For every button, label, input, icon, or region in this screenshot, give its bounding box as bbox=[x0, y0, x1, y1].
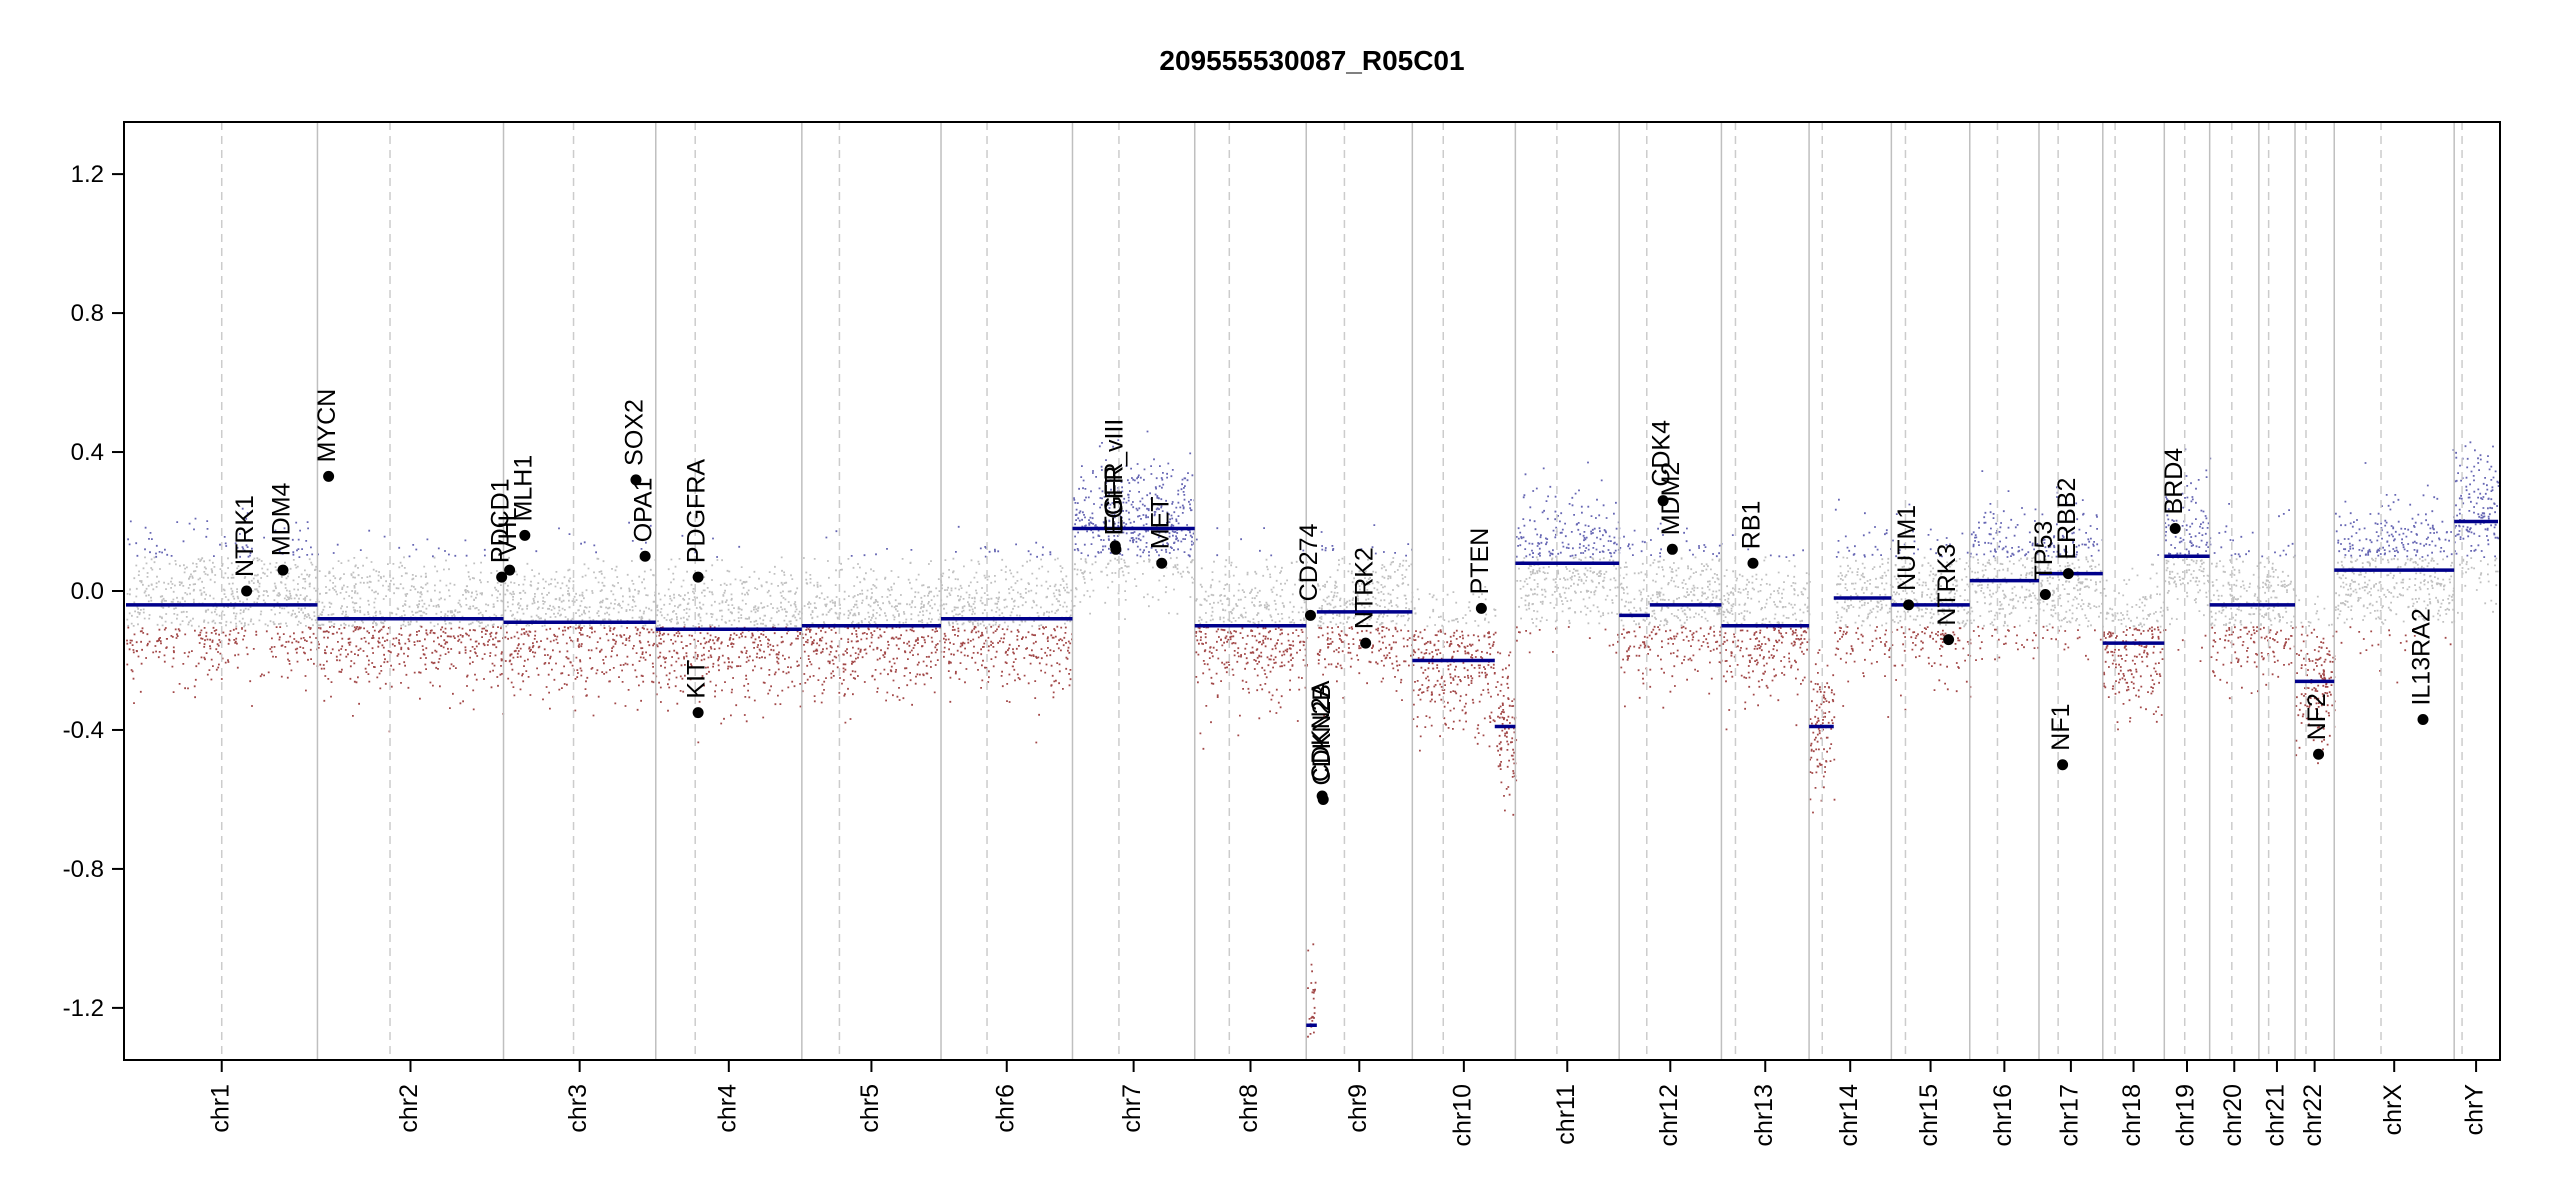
gene-point bbox=[2057, 759, 2069, 771]
gene-label: CDKN2B bbox=[1308, 684, 1336, 785]
gene-point bbox=[1317, 793, 1329, 805]
y-tick-label: -0.8 bbox=[63, 856, 104, 883]
chromosome-label: chr5 bbox=[856, 1084, 884, 1133]
chromosome-label: chr16 bbox=[1989, 1084, 2017, 1147]
gene-point bbox=[1475, 602, 1487, 614]
chart-title: 209555530087_R05C01 bbox=[1159, 45, 1464, 76]
gene-point bbox=[496, 571, 508, 583]
chromosome-label: chrY bbox=[2461, 1084, 2489, 1136]
gene-label: MDM4 bbox=[268, 482, 296, 556]
gene-point bbox=[630, 474, 642, 486]
probe-points bbox=[126, 556, 2499, 628]
chromosome-label: chr21 bbox=[2262, 1084, 2290, 1147]
gene-label: KIT bbox=[683, 660, 711, 699]
x-axis: chr1 chr2 chr3 chr4 chr5 chr6 chr7 chr8 chr9 chr1… bbox=[206, 1060, 2489, 1147]
gene-label: ERBB2 bbox=[2053, 478, 2081, 560]
y-tick-label: 0.8 bbox=[71, 300, 104, 327]
y-tick-label: 1.2 bbox=[71, 161, 104, 188]
chromosome-label: chr15 bbox=[1915, 1084, 1943, 1147]
gene-label: NTRK2 bbox=[1350, 547, 1378, 629]
gene-label: NUTM1 bbox=[1893, 505, 1921, 591]
gene-point bbox=[323, 470, 335, 482]
gene-point bbox=[1943, 634, 1955, 646]
chromosome-label: chr19 bbox=[2172, 1084, 2200, 1147]
chromosome-label: chr11 bbox=[1552, 1084, 1580, 1145]
gene-label: NF1 bbox=[2047, 703, 2075, 750]
gene-label: VHL bbox=[494, 507, 522, 556]
chromosome-label: chr9 bbox=[1344, 1084, 1372, 1133]
gene-point bbox=[2417, 714, 2429, 726]
gene-label: TP53 bbox=[2030, 521, 2058, 581]
chromosome-label: chr4 bbox=[713, 1084, 741, 1133]
gene-point bbox=[1360, 637, 1372, 649]
gene-label: NTRK1 bbox=[231, 495, 259, 577]
gene-point bbox=[1304, 609, 1316, 621]
gene-label: MYCN bbox=[313, 389, 341, 463]
chromosome-label: chr7 bbox=[1118, 1084, 1146, 1133]
gene-point bbox=[1903, 599, 1915, 611]
chromosome-label: chr14 bbox=[1835, 1084, 1863, 1147]
gene-label: EGFR_vIII bbox=[1101, 419, 1129, 536]
chromosome-label: chr1 bbox=[206, 1084, 234, 1133]
gene-point bbox=[2169, 522, 2181, 534]
y-tick-label: -0.4 bbox=[63, 717, 104, 744]
gene-label: PDCD1 bbox=[486, 478, 514, 563]
gene-point bbox=[504, 564, 516, 576]
chromosome-label: chr8 bbox=[1235, 1084, 1263, 1133]
chromosome-label: chr18 bbox=[2118, 1084, 2146, 1147]
y-tick-label: -1.2 bbox=[63, 995, 104, 1022]
gene-label: CDK4 bbox=[1648, 420, 1676, 487]
gene-point bbox=[692, 707, 704, 719]
y-axis: 1.2 0.8 0.4 0.0 -0.4 -0.8 -1.2 bbox=[63, 161, 124, 1022]
gene-label: PDGFRA bbox=[683, 459, 711, 564]
chromosome-label: chr12 bbox=[1655, 1084, 1683, 1147]
gene-label: PTEN bbox=[1466, 528, 1494, 595]
gene-point bbox=[1666, 543, 1678, 555]
gene-label: IL13RA2 bbox=[2408, 608, 2436, 705]
gene-point bbox=[2062, 568, 2074, 580]
gene-point bbox=[1110, 543, 1122, 555]
gene-label: CDKN2A bbox=[1307, 680, 1335, 782]
chromosome-label: chr10 bbox=[1448, 1084, 1476, 1147]
chromosome-dividers bbox=[220, 122, 2463, 1060]
gene-point bbox=[519, 529, 531, 541]
chromosome-label: chrX bbox=[2379, 1084, 2407, 1136]
gene-label: MDM2 bbox=[1657, 462, 1685, 536]
gene-point bbox=[277, 564, 289, 576]
chromosome-label: chr17 bbox=[2055, 1084, 2083, 1147]
chromosome-label: chr2 bbox=[395, 1084, 423, 1133]
gene-label: BRD4 bbox=[2160, 448, 2188, 515]
gene-point bbox=[1657, 495, 1669, 507]
y-tick-label: 0.4 bbox=[71, 439, 104, 466]
gene-label: EGFR bbox=[1100, 462, 1128, 531]
gene-point bbox=[2039, 588, 2051, 600]
gene-label: NTRK3 bbox=[1933, 544, 1961, 626]
gene-point bbox=[639, 550, 651, 562]
probe-scatter bbox=[126, 430, 2500, 1038]
y-tick-label: 0.0 bbox=[71, 578, 104, 605]
gene-label: RB1 bbox=[1738, 501, 1766, 550]
gene-point bbox=[692, 571, 704, 583]
gene-label: MLH1 bbox=[509, 455, 537, 522]
chromosome-label: chr20 bbox=[2219, 1084, 2247, 1147]
gene-point bbox=[241, 585, 253, 597]
chromosome-label: chr22 bbox=[2299, 1084, 2327, 1147]
gene-label: CD274 bbox=[1295, 523, 1323, 601]
gene-point bbox=[2313, 748, 2325, 760]
gene-point bbox=[1747, 557, 1759, 569]
chromosome-label: chr6 bbox=[991, 1084, 1019, 1133]
gene-point bbox=[1156, 557, 1168, 569]
gene-label: MET bbox=[1146, 496, 1174, 549]
gene-label: OPA1 bbox=[630, 477, 658, 542]
chromosome-label: chr13 bbox=[1750, 1084, 1778, 1147]
gene-label: SOX2 bbox=[621, 399, 649, 466]
chromosome-label: chr3 bbox=[564, 1084, 592, 1133]
gene-label: NF2 bbox=[2303, 693, 2331, 740]
